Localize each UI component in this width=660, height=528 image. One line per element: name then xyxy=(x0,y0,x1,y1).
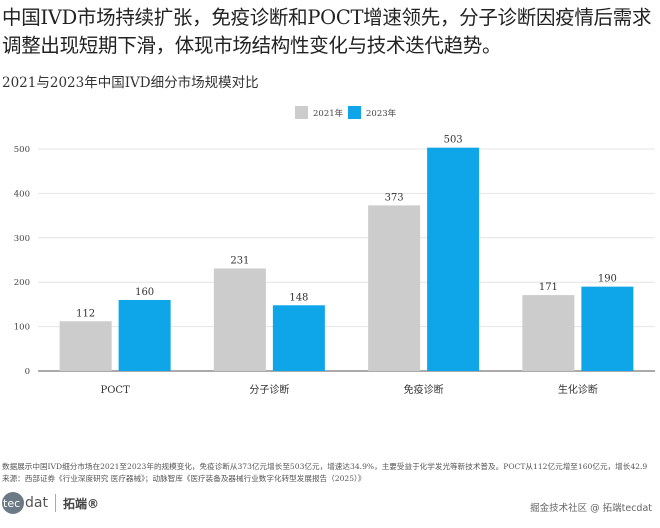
y-tick-label: 100 xyxy=(14,323,30,333)
logo-text: dat xyxy=(25,495,48,511)
logo-circle: tec xyxy=(2,492,24,514)
data-label: 112 xyxy=(76,308,95,319)
legend-swatch xyxy=(295,106,308,119)
logo-divider xyxy=(54,494,56,512)
x-tick-label: 免疫诊断 xyxy=(404,383,444,396)
data-label: 231 xyxy=(230,255,249,266)
bar-2021年 xyxy=(368,205,421,371)
y-tick-label: 400 xyxy=(14,189,30,199)
bar-chart: 0 100 200 300 400 500 POCT 112 160 分子诊断 231 148 免疫诊断… xyxy=(14,106,655,396)
x-tick-label: 生化诊断 xyxy=(558,383,598,396)
bar-2023年 xyxy=(427,147,480,371)
data-label: 171 xyxy=(539,282,558,293)
y-tick-label: 0 xyxy=(25,367,30,377)
data-label: 148 xyxy=(289,292,308,303)
bar-2023年 xyxy=(118,299,171,371)
logo-cn: 拓端® xyxy=(62,496,99,511)
x-tick-label: POCT xyxy=(101,385,131,396)
data-label: 160 xyxy=(135,287,154,298)
data-label: 190 xyxy=(598,274,617,285)
bar-2021年 xyxy=(522,295,575,371)
x-tick-label: 分子诊断 xyxy=(249,383,289,396)
y-tick-label: 200 xyxy=(14,278,30,288)
watermark: 掘金技术社区 @ 拓端tecdat xyxy=(530,503,652,514)
legend-label: 2023年 xyxy=(366,108,397,119)
bar-2021年 xyxy=(59,321,112,371)
legend-swatch xyxy=(348,106,361,119)
bar-2021年 xyxy=(213,268,266,371)
legend-label: 2021年 xyxy=(313,108,344,119)
y-tick-label: 300 xyxy=(14,234,30,244)
data-label: 373 xyxy=(385,192,404,203)
bar-2023年 xyxy=(581,286,634,371)
data-label: 503 xyxy=(444,135,463,146)
bar-2023年 xyxy=(272,305,325,371)
tecdat-logo: tec dat 拓端® xyxy=(2,488,99,518)
y-tick-label: 500 xyxy=(14,145,30,155)
chart-note: 数据展示中国IVD细分市场在2021至2023年的规模变化，免疫诊断从373亿元… xyxy=(2,462,648,471)
chart-title: 2021与2023年中国IVD细分市场规模对比 xyxy=(2,75,259,91)
headline: 中国IVD市场持续扩张，免疫诊断和POCT增速领先，分子诊断因疫情后需求调整出现… xyxy=(2,6,652,57)
chart-source: 来源：西部证券《行业深度研究 医疗器械》；动脉智库《医疗装备及器械行业数字化转型… xyxy=(2,474,366,483)
